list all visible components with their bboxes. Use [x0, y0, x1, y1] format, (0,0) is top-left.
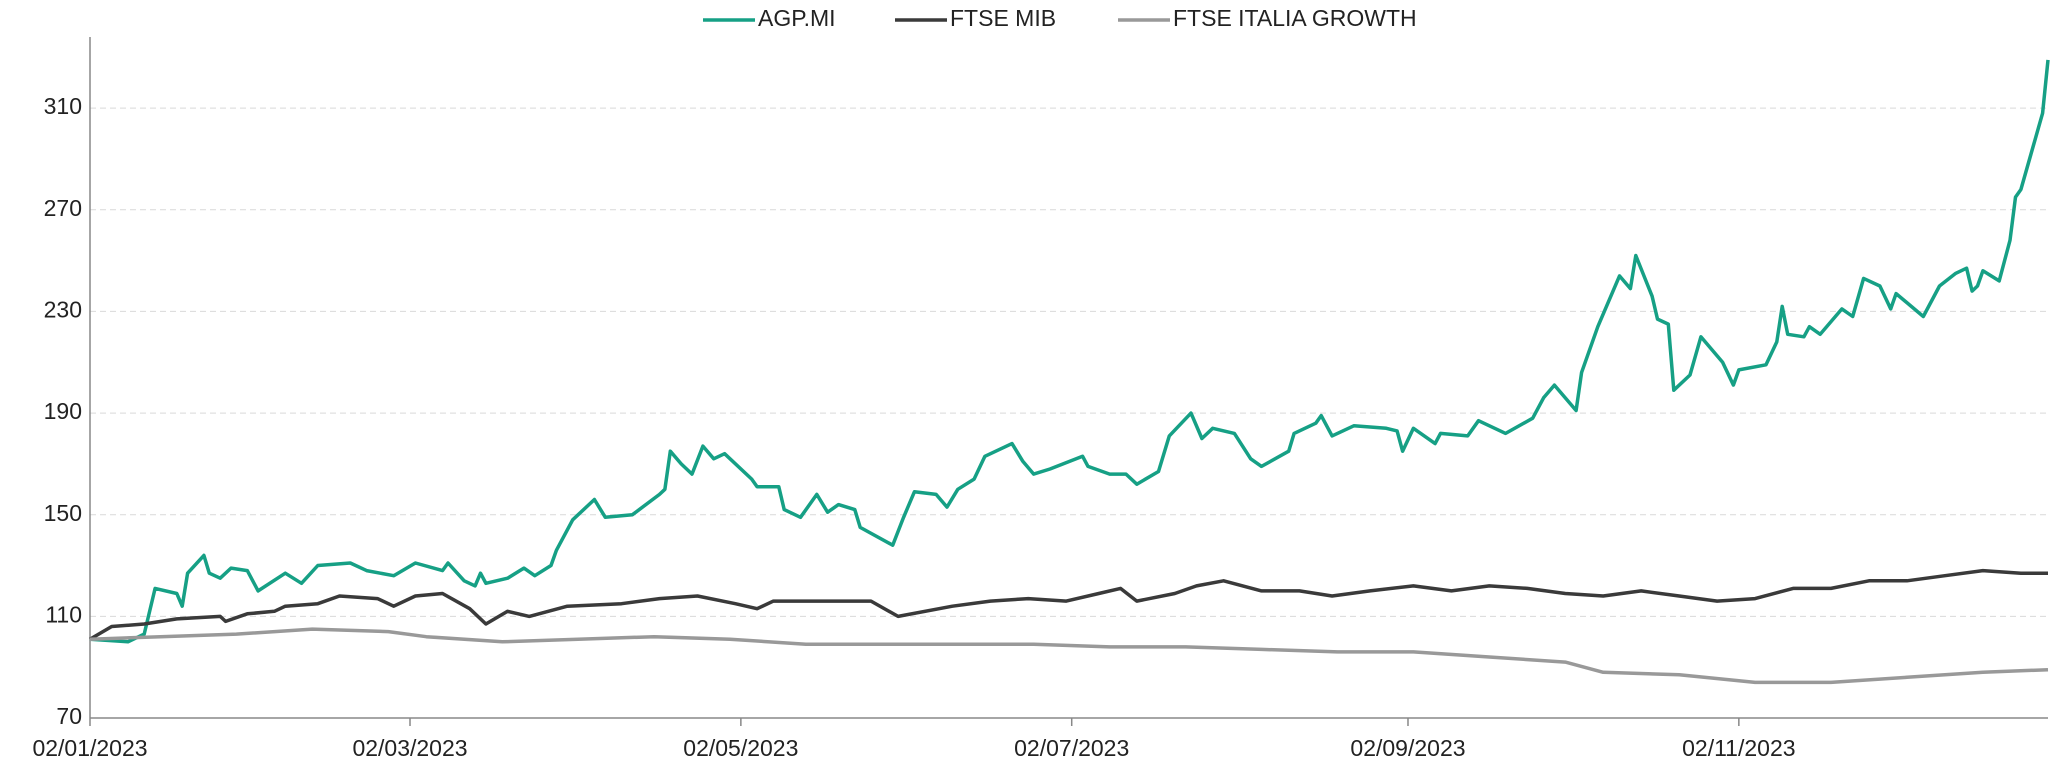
- series-line: [89, 568, 2048, 641]
- x-tick-label: 02/11/2023: [1682, 735, 1795, 761]
- series-line: [89, 59, 2050, 644]
- y-tick-label: 310: [44, 93, 82, 119]
- x-tick-label: 02/03/2023: [352, 735, 467, 761]
- y-tick-label: 230: [44, 297, 82, 323]
- y-tick-label: 190: [44, 398, 82, 424]
- legend-label: AGP.MI: [758, 5, 836, 31]
- y-tick-label: 150: [44, 500, 82, 526]
- x-tick-label: 02/05/2023: [683, 735, 798, 761]
- x-tick-label: 02/07/2023: [1014, 735, 1129, 761]
- x-tick-label: 02/01/2023: [32, 735, 147, 761]
- y-tick-label: 270: [44, 195, 82, 221]
- legend-label: FTSE ITALIA GROWTH: [1173, 5, 1417, 31]
- legend-label: FTSE MIB: [950, 5, 1056, 31]
- x-tick-label: 02/09/2023: [1350, 735, 1465, 761]
- y-tick-label: 70: [56, 703, 82, 729]
- series-line: [89, 627, 2049, 685]
- y-tick-label: 110: [45, 601, 82, 627]
